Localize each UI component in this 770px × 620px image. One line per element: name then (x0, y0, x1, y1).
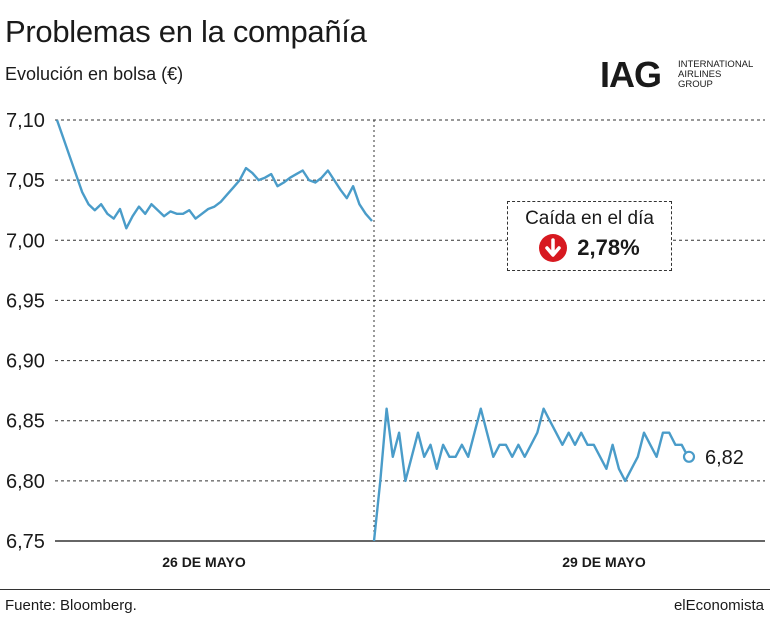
down-arrow-icon (539, 234, 568, 262)
y-tick-label: 6,90 (6, 351, 45, 373)
stock-line-chart: 7,10 7,05 7,00 6,95 6,90 6,85 6,80 6,75 26 DE MA… (6, 110, 765, 570)
brand-text: elEconomista (673, 597, 764, 614)
series-line (372, 407, 690, 542)
series-line (55, 119, 373, 230)
y-tick-label: 7,10 (6, 110, 45, 132)
iag-logo: IAG INTERNATIONAL AIRLINES GROUP (600, 57, 768, 97)
y-tick-label: 6,85 (6, 411, 45, 433)
logo-word: AIRLINES (678, 69, 722, 80)
y-tick-label: 6,95 (6, 290, 45, 312)
footer-divider (0, 589, 770, 590)
y-tick-label: 6,75 (6, 531, 45, 553)
logo-word: INTERNATIONAL (678, 59, 754, 70)
daily-drop-callout: Caída en el día 2,78% (507, 201, 672, 271)
end-value-label: 6,82 (705, 447, 744, 469)
logo-word: GROUP (678, 79, 713, 90)
callout-label: Caída en el día (525, 208, 654, 229)
y-tick-label: 7,05 (6, 170, 45, 192)
chart-subtitle: Evolución en bolsa (€) (5, 64, 184, 84)
callout-value: 2,78% (577, 235, 640, 260)
y-tick-label: 6,80 (6, 471, 45, 493)
x-day-label: 26 DE MAYO (162, 554, 246, 570)
end-point-marker (682, 450, 696, 463)
x-day-label: 29 DE MAYO (562, 554, 646, 570)
y-tick-label: 7,00 (6, 230, 45, 252)
callout-row: 2,78% (508, 234, 671, 262)
logo-words: INTERNATIONAL AIRLINES GROUP (678, 60, 753, 90)
source-text: Fuente: Bloomberg. (5, 597, 137, 614)
logo-mark: IAG (600, 54, 662, 95)
chart-title: Problemas en la compañía (5, 14, 367, 49)
